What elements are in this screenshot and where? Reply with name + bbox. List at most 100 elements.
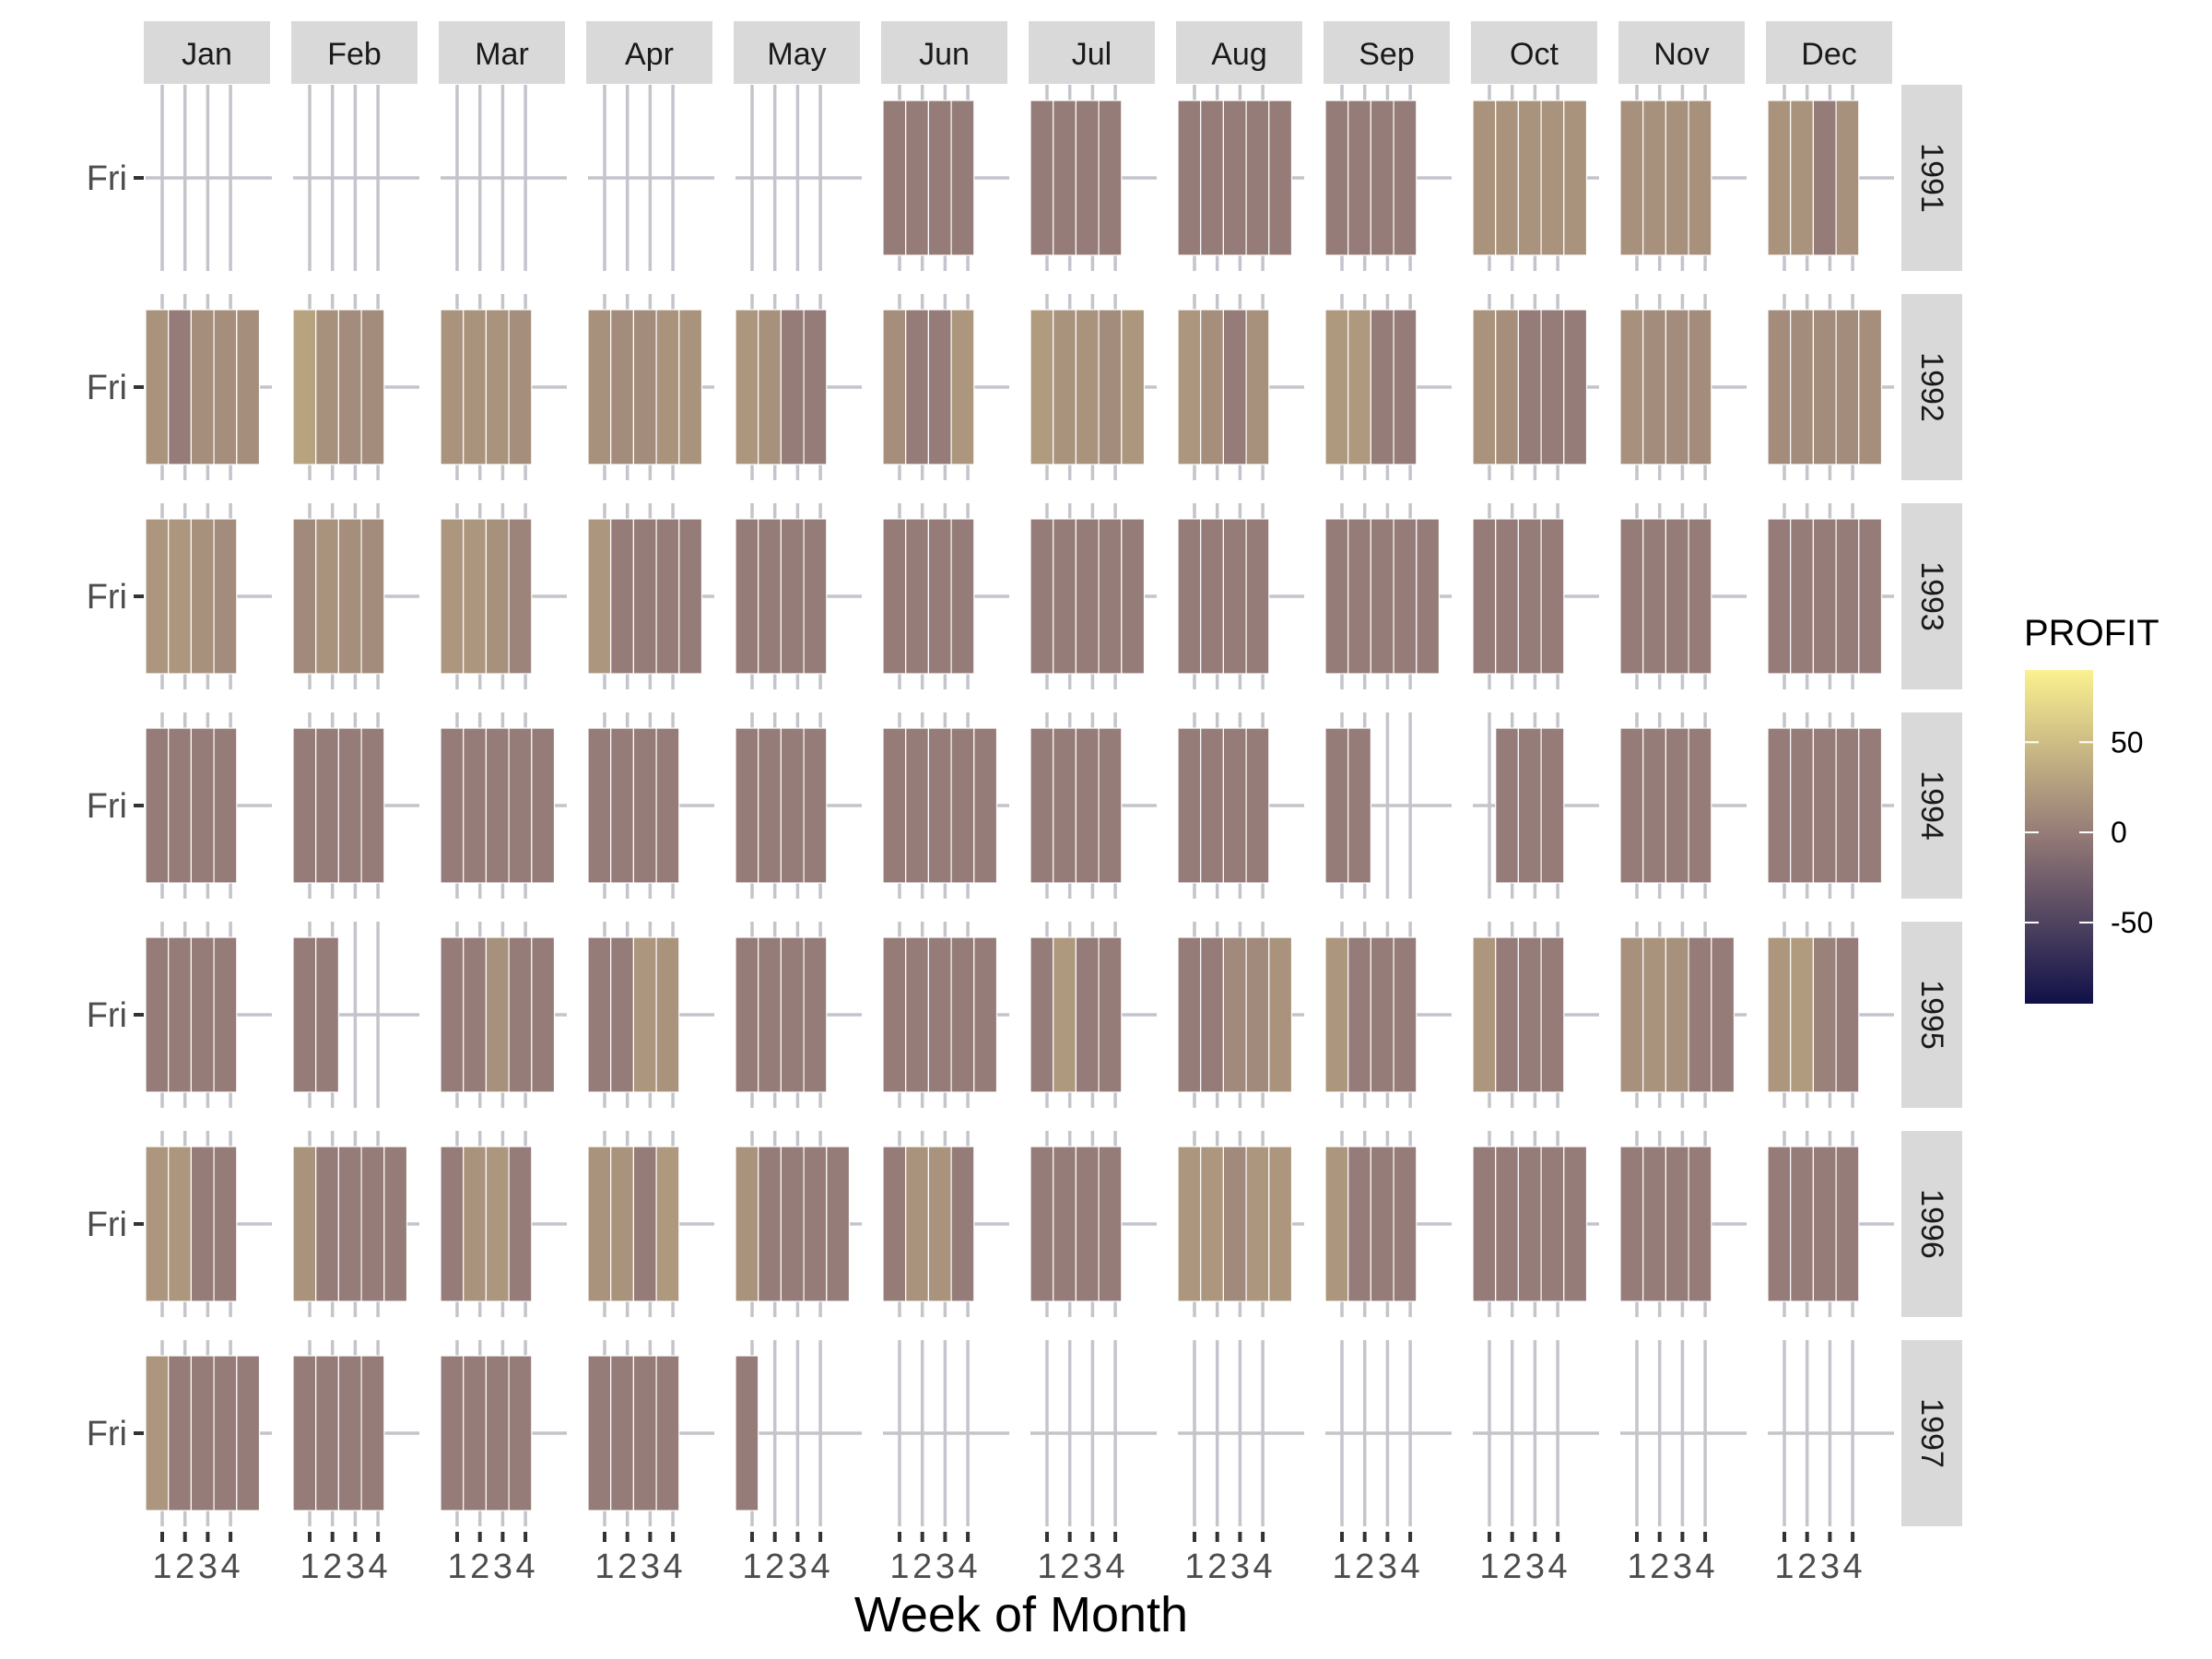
heat-cell: [1053, 936, 1077, 1093]
month-label: Sep: [1359, 37, 1415, 72]
heat-cell: [1200, 518, 1224, 675]
panel-Oct-1996: [1472, 1131, 1599, 1317]
heat-cell: [1222, 936, 1247, 1093]
heat-cell: [1767, 518, 1792, 675]
heat-cell: [1393, 936, 1418, 1093]
strip-background: [1901, 1131, 1962, 1317]
panel-Jul-1992: [1030, 294, 1157, 480]
heat-cell: [1030, 100, 1054, 256]
strip-background: [1029, 21, 1155, 84]
heat-cell: [632, 309, 657, 465]
heat-cell: [463, 727, 488, 884]
x-tick-label: 3: [1378, 1547, 1397, 1586]
heat-cell: [1324, 100, 1349, 256]
heat-cell: [440, 1355, 465, 1512]
heat-cell: [803, 1146, 828, 1302]
x-tick-label: 4: [221, 1547, 241, 1586]
heat-cell: [950, 100, 975, 256]
heat-cell: [360, 1146, 385, 1302]
heat-cell: [758, 1146, 782, 1302]
month-label: Jun: [919, 37, 970, 72]
heat-cell: [337, 309, 362, 465]
heat-cell: [1075, 936, 1100, 1093]
heat-cell: [587, 727, 612, 884]
panel-Apr-1997: [587, 1340, 714, 1526]
x-tick-label: 2: [470, 1547, 489, 1586]
heat-cell: [485, 727, 510, 884]
panel-Dec-1991: [1767, 85, 1894, 271]
heat-cell: [1790, 518, 1814, 675]
x-tick-label: 2: [765, 1547, 784, 1586]
heat-cell: [735, 1355, 759, 1512]
panel-Aug-1991: [1177, 85, 1304, 271]
heat-cell: [1053, 100, 1077, 256]
heat-cell: [1767, 727, 1792, 884]
heat-cell: [315, 727, 340, 884]
panel-Aug-1996: [1177, 1131, 1304, 1317]
heat-cell: [360, 518, 385, 675]
heat-cell: [1619, 727, 1644, 884]
heat-cell: [1245, 309, 1270, 465]
strip-background: [1618, 21, 1745, 84]
heat-cell: [882, 518, 907, 675]
heat-cell: [1053, 309, 1077, 465]
heat-cell: [1790, 936, 1814, 1093]
heat-cell: [1030, 936, 1054, 1093]
heat-cell: [1030, 1146, 1054, 1302]
panel-Oct-1995: [1472, 922, 1599, 1108]
heat-cell: [1053, 518, 1077, 675]
strip-background: [1901, 712, 1962, 899]
panel-Sep-1995: [1324, 922, 1452, 1108]
heat-cell: [1245, 936, 1270, 1093]
year-strip-1992: 1992: [1901, 294, 1962, 480]
panel-Jul-1995: [1030, 922, 1157, 1108]
heat-cell: [1540, 727, 1565, 884]
x-tick-label: 1: [1037, 1547, 1056, 1586]
heat-cell: [360, 727, 385, 884]
panel-Apr-1994: [587, 712, 714, 899]
month-strip-Dec: Dec: [1766, 21, 1892, 84]
heat-cell: [1642, 100, 1666, 256]
heat-cell: [485, 1146, 510, 1302]
panel-May-1995: [735, 922, 862, 1108]
year-label: 1993: [1914, 561, 1949, 631]
strip-background: [1901, 503, 1962, 689]
heat-cell: [1347, 100, 1371, 256]
heat-cell: [882, 936, 907, 1093]
heat-cell: [1347, 1146, 1371, 1302]
legend: PROFIT 50 0 -50: [2024, 613, 2159, 1004]
x-tick-label: 1: [742, 1547, 761, 1586]
heat-cell: [1075, 518, 1100, 675]
heat-cell: [1030, 518, 1054, 675]
panel-Sep-1993: [1324, 503, 1452, 689]
heat-cell: [1347, 727, 1371, 884]
heat-cell: [735, 936, 759, 1093]
heat-cell: [632, 518, 657, 675]
heat-cell: [440, 309, 465, 465]
heat-cell: [1222, 1146, 1247, 1302]
heat-cell: [292, 1146, 317, 1302]
heat-cell: [213, 1146, 238, 1302]
panel-Nov-1993: [1619, 503, 1747, 689]
heat-cell: [337, 727, 362, 884]
heat-cell: [168, 1355, 192, 1512]
heat-cell: [236, 309, 261, 465]
heat-cell: [1347, 518, 1371, 675]
heat-cell: [1858, 518, 1883, 675]
heat-cell: [360, 1355, 385, 1512]
heat-cell: [1075, 100, 1100, 256]
panel-Feb-1995: [292, 922, 419, 1108]
heat-cell: [315, 1355, 340, 1512]
strip-background: [1176, 21, 1302, 84]
heat-cell: [927, 727, 952, 884]
y-tick-label: Fri: [87, 578, 127, 617]
heat-cell: [1835, 727, 1860, 884]
heat-cell: [315, 1146, 340, 1302]
heat-cell: [1835, 100, 1860, 256]
heat-cell: [1642, 727, 1666, 884]
panel-Jan-1991: [146, 85, 272, 271]
heat-cell: [803, 936, 828, 1093]
heat-cell: [1370, 1146, 1394, 1302]
heat-cell: [1619, 309, 1644, 465]
year-strip-1997: 1997: [1901, 1340, 1962, 1526]
